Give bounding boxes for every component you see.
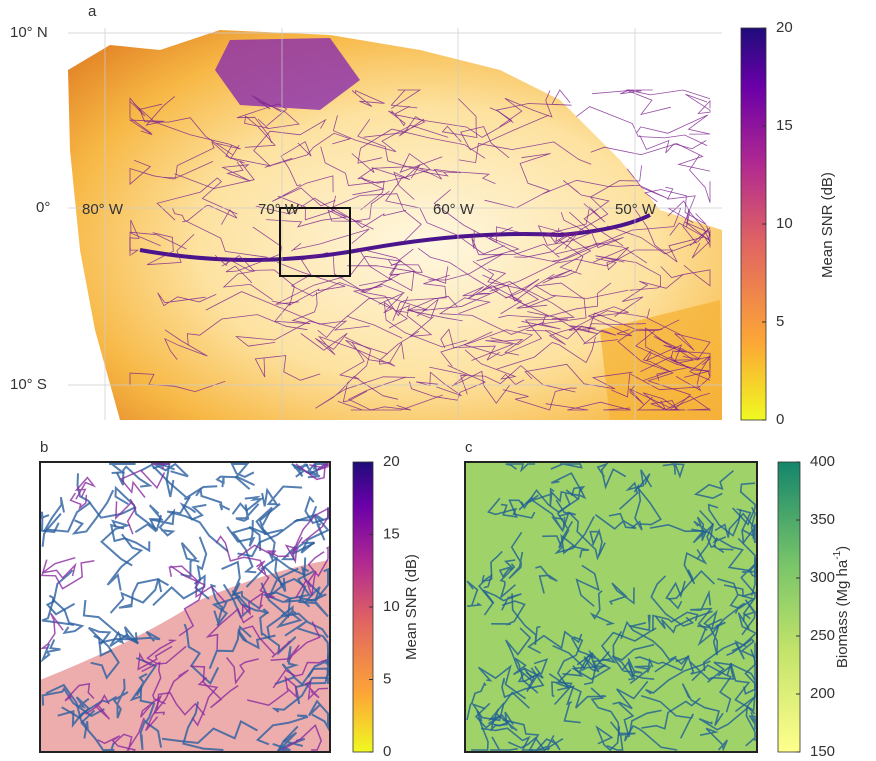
colorbar-tick-label: 15 (383, 525, 400, 542)
colorbar-tick-label: 10 (383, 598, 400, 615)
colorbar-tick-label: 10 (776, 215, 793, 232)
colorbar-label: Mean SNR (dB) (819, 172, 836, 278)
label-end: ) (834, 546, 851, 551)
colorbar-tick-label: 0 (776, 411, 784, 428)
colorbar-tick-label: 300 (810, 569, 835, 586)
label-text: Biomass (Mg ha (834, 559, 851, 668)
colorbar-tick-label: 5 (776, 313, 784, 330)
lon-label: 70° W (258, 201, 300, 218)
colorbar-label: Biomass (Mg ha-1) (832, 546, 851, 668)
colorbar-tick-label: 20 (383, 453, 400, 470)
colorbar-tick-label: 20 (776, 19, 793, 36)
colorbar-tick-label: 150 (810, 743, 835, 760)
colorbar-tick-label: 200 (810, 685, 835, 702)
colorbar-tick-label: 15 (776, 117, 793, 134)
lat-label: 0° (36, 199, 50, 216)
colorbar-tick-label: 350 (810, 511, 835, 528)
lat-label: 10° N (10, 24, 48, 41)
colorbar (778, 462, 800, 752)
colorbar-label: Mean SNR (dB) (403, 554, 420, 660)
lon-label: 50° W (615, 201, 657, 218)
lon-label: 60° W (433, 201, 475, 218)
colorbar-tick-label: 250 (810, 627, 835, 644)
colorbar-tick-label: 0 (383, 743, 391, 760)
lon-label: 80° W (82, 201, 124, 218)
panel-label: c (465, 439, 473, 456)
colorbar-tick-label: 5 (383, 670, 391, 687)
panel-label: a (88, 3, 97, 20)
figure: a 10° N 0° 10° S 80° W 70° W 60° W 50° W… (0, 0, 876, 761)
lat-label: 10° S (10, 376, 47, 393)
colorbar-tick-label: 400 (810, 453, 835, 470)
panel-label: b (40, 439, 48, 456)
